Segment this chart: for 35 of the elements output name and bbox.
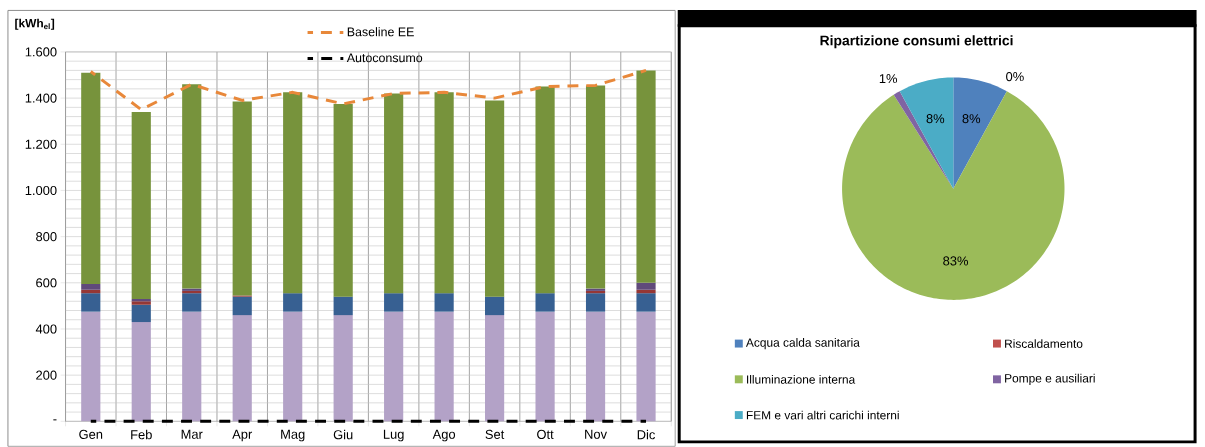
text: 0% bbox=[1006, 72, 1024, 82]
y-tick-label: 1.400 bbox=[25, 93, 57, 103]
legend-label: Pompe e ausiliari bbox=[1005, 373, 1095, 385]
y-tick-label: 1.000 bbox=[25, 185, 57, 196]
y-tick-label: 400 bbox=[35, 324, 57, 334]
x-tick-label: Feb bbox=[131, 429, 152, 440]
legend-label: Acqua calda sanitaria bbox=[745, 338, 860, 350]
x-tick-label: Apr bbox=[232, 429, 253, 442]
y-tick-label: 600 bbox=[36, 278, 57, 288]
data-label: 1% bbox=[879, 74, 898, 84]
y-tick-label: 800 bbox=[36, 232, 57, 242]
x-tick-label: Nov bbox=[585, 429, 607, 439]
x-tick-label: Ago bbox=[432, 429, 456, 442]
x-tick-label: Giu bbox=[333, 429, 353, 440]
y-tick-label: 200 bbox=[36, 370, 57, 380]
y-tick-label: - bbox=[53, 419, 57, 421]
legend-label: Illuminazione interna bbox=[747, 375, 856, 384]
x-tick-label: Mag bbox=[281, 429, 305, 442]
x-tick-label: Lug bbox=[383, 429, 404, 442]
x-tick-label: Set bbox=[485, 429, 505, 440]
data-label: 8% bbox=[926, 114, 945, 124]
x-tick-label: Mar bbox=[181, 429, 203, 439]
legend-label: Riscaldamento bbox=[1005, 339, 1083, 349]
data-label: 83% bbox=[943, 256, 969, 266]
y-tick-label: 1.600 bbox=[25, 47, 57, 57]
data-label: 8% bbox=[962, 114, 981, 124]
chart-title: Ripartizione consumi elettrici bbox=[820, 35, 1013, 49]
legend-label: FEM e vari altri carichi interni bbox=[746, 410, 899, 420]
x-tick-label: Gen bbox=[79, 429, 103, 440]
legend-label: Autoconsumo bbox=[346, 53, 423, 63]
y-tick-label: 1.200 bbox=[25, 139, 57, 149]
legend-label: Baseline EE bbox=[347, 27, 414, 37]
x-tick-label: Ott bbox=[537, 429, 554, 440]
x-tick-label: Dic bbox=[637, 429, 656, 440]
y-axis-title: [kWh$_{el}$] bbox=[15, 18, 55, 30]
